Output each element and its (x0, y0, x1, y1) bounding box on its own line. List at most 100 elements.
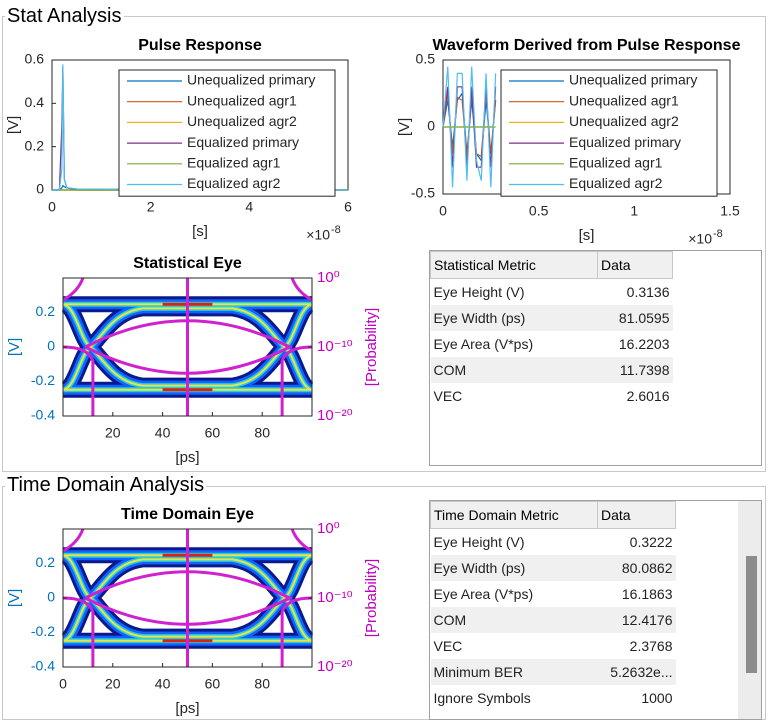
legend-label: Equalized agr1 (569, 155, 663, 171)
x-multiplier: ×10 (306, 227, 330, 243)
x-exponent: -8 (713, 228, 723, 240)
table: Statistical Metric Data Eye Height (V) 0.… (430, 251, 673, 409)
y-tick-label: -0.4 (31, 407, 55, 423)
x-tick-label: 0 (48, 199, 56, 215)
cell-label: Eye Height (V) (433, 284, 525, 300)
y-axis-label: [V] (5, 116, 22, 134)
y-tick-label: 0.6 (25, 51, 45, 67)
cell-value: 12.4176 (597, 607, 676, 633)
y-tick-label: -0.2 (31, 372, 55, 388)
table-row: VEC 2.6016 (431, 383, 673, 409)
probability-contour (84, 319, 293, 375)
cell-label: Eye Width (ps) (430, 305, 598, 331)
chart-title: Pulse Response (138, 37, 262, 54)
legend-label: Unequalized agr1 (187, 92, 297, 108)
legend-label: Unequalized agr2 (187, 113, 297, 129)
table-row: Ignore Symbols 1000 (431, 685, 676, 711)
y-tick-label: 0 (47, 589, 55, 605)
y-tick-label: 0.4 (25, 94, 45, 110)
y-tick-label: 0.5 (416, 51, 436, 67)
line-series (52, 64, 349, 191)
cell-label: VEC (433, 638, 463, 654)
table-row: Minimum BER 5.2632e... (430, 659, 676, 685)
table-row: Eye Height (V) 0.3222 (431, 529, 676, 556)
chart-title: Waveform Derived from Pulse Response (433, 37, 741, 54)
x-tick-label: 60 (205, 676, 221, 692)
x-tick-label: 40 (155, 676, 171, 692)
column-header[interactable]: Data (597, 501, 676, 529)
legend-label: Unequalized primary (187, 72, 315, 88)
x-tick-label: 0 (439, 203, 447, 219)
x-axis-label: [ps] (175, 449, 199, 466)
column-header[interactable]: Statistical Metric (430, 251, 598, 279)
table-row: Eye Height (V) 0.3136 (431, 279, 673, 306)
table-row: Eye Area (V*ps) 16.1863 (431, 581, 676, 607)
x-multiplier: ×10 (688, 231, 712, 247)
table: Time Domain Metric Data Eye Height (V) 0.… (430, 501, 676, 711)
y2-tick-label: 10⁻¹⁰ (317, 589, 353, 606)
probability-contour (62, 596, 95, 667)
y2-axis-label: [Probability] (363, 559, 380, 637)
probability-contour (290, 528, 313, 553)
cell-label: Eye Area (V*ps) (433, 336, 534, 352)
x-exponent: -8 (331, 224, 341, 236)
legend-label: Equalized agr2 (187, 175, 281, 191)
legend-label: Equalized primary (187, 134, 299, 150)
cell-value: 11.7398 (597, 357, 673, 383)
y-tick-label: 0 (36, 181, 44, 197)
cell-label: COM (430, 357, 598, 383)
cell-value: 5.2632e... (597, 659, 676, 685)
y-tick-label: 0 (427, 118, 435, 134)
table-row: Eye Width (ps) 81.0595 (430, 305, 673, 331)
cell-value: 0.3136 (626, 284, 670, 300)
probability-contour (62, 345, 95, 416)
column-header[interactable]: Time Domain Metric (430, 501, 598, 529)
x-tick-label: 40 (155, 425, 171, 441)
metrics-table: Time Domain Metric Data Eye Height (V) 0.… (429, 500, 762, 720)
y2-tick-label: 10⁻²⁰ (317, 658, 353, 675)
chart-title: Time Domain Eye (121, 506, 254, 523)
probability-contour (62, 277, 85, 302)
x-tick-label: 1.5 (720, 203, 740, 219)
x-tick-label: 20 (105, 676, 121, 692)
column-header[interactable]: Data (597, 251, 673, 279)
x-tick-label: 6 (344, 199, 352, 215)
x-tick-label: 80 (254, 425, 270, 441)
probability-contour (62, 528, 85, 553)
x-tick-label: 0 (59, 676, 67, 692)
table-row: COM 12.4176 (430, 607, 676, 633)
cell-value: 16.1863 (621, 586, 673, 602)
table-row: Eye Area (V*ps) 16.2203 (431, 331, 673, 357)
probability-contour (84, 570, 293, 626)
cell-value: 81.0595 (597, 305, 673, 331)
cell-label: Eye Area (V*ps) (433, 586, 534, 602)
x-axis-label: [s] (579, 227, 595, 244)
legend-label: Unequalized agr1 (569, 92, 679, 108)
metrics-table: Statistical Metric Data Eye Height (V) 0.… (429, 250, 762, 466)
cell-label: VEC (433, 388, 463, 404)
y2-tick-label: 10⁰ (317, 520, 340, 537)
cell-value: 0.3222 (629, 534, 673, 550)
y-tick-label: -0.2 (31, 623, 55, 639)
probability-contour (280, 345, 313, 416)
y-tick-label: 0.2 (36, 303, 56, 319)
panel-title: Stat Analysis (5, 4, 124, 28)
cell-label: Ignore Symbols (433, 690, 531, 706)
x-tick-label: 1 (630, 203, 638, 219)
scrollbar-thumb[interactable] (746, 556, 757, 673)
x-axis-label: [ps] (175, 700, 199, 717)
legend (500, 69, 718, 197)
table-row: COM 11.7398 (430, 357, 673, 383)
y-tick-label: 0 (47, 338, 55, 354)
y-tick-label: 0.2 (36, 554, 56, 570)
y-axis-label: [V] (6, 589, 23, 607)
cell-label: COM (430, 607, 598, 633)
cell-value: 2.3768 (629, 638, 673, 654)
x-tick-label: 4 (245, 199, 253, 215)
cell-label: Minimum BER (430, 659, 598, 685)
y2-axis-label: [Probability] (363, 308, 380, 386)
scrollbar[interactable] (738, 501, 761, 719)
table-row: VEC 2.3768 (431, 633, 676, 659)
probability-contour (290, 277, 313, 302)
